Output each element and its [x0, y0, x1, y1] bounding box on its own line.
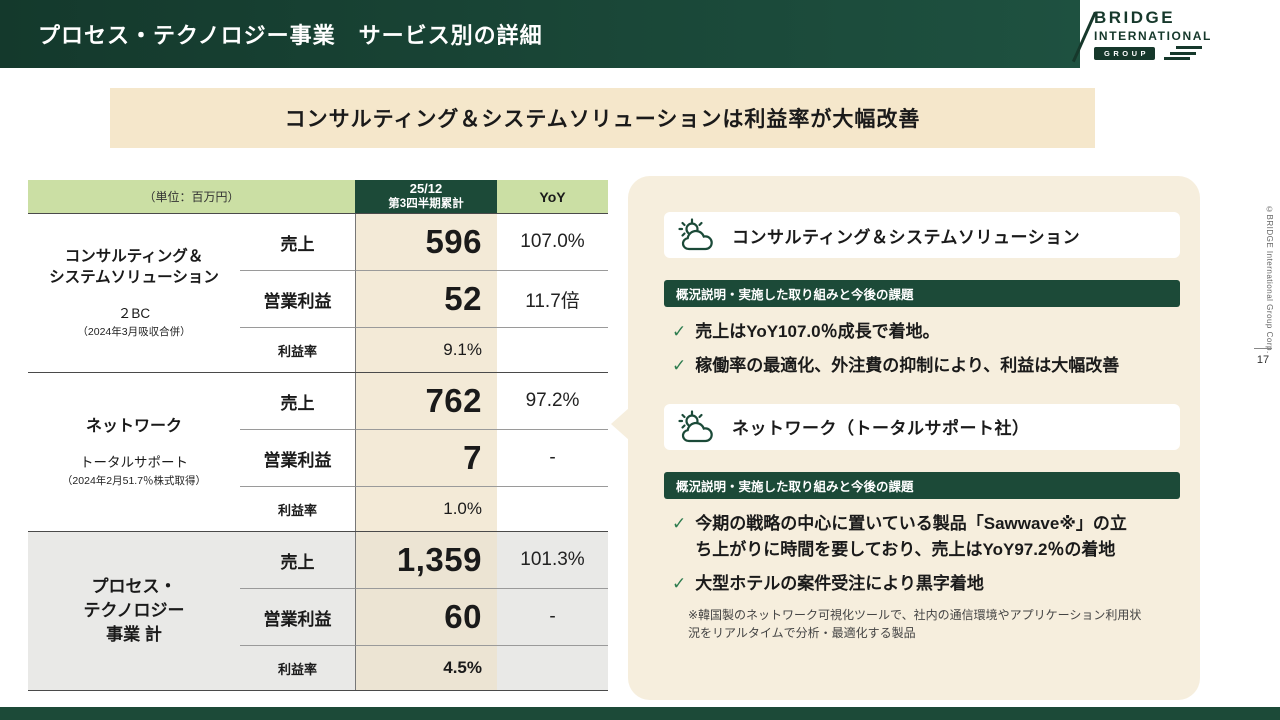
sun-cloud-icon	[678, 410, 713, 442]
logo-slash-icon	[1072, 11, 1097, 63]
section-title-text: コンサルティング＆システムソリューション	[732, 227, 1081, 247]
yoy-cell	[497, 328, 608, 372]
group-name-consulting: コンサルティング＆ システムソリューション ２BC （2024年3月吸収合併）	[28, 214, 240, 372]
section-title-consulting: コンサルティング＆システムソリューション	[664, 212, 1180, 258]
group-name-line: ネットワーク	[85, 418, 182, 436]
value-text: 52	[444, 280, 482, 317]
copyright-text: ©BRIDGE International Group Corp.	[1265, 205, 1274, 354]
value-text: 762	[425, 382, 482, 419]
value-cell: 1.0%	[355, 487, 497, 531]
table-header-row: （単位：百万円） 25/12 第3四半期累計 YoY	[28, 180, 608, 214]
page-number: 17	[1254, 348, 1272, 366]
bottom-bar	[0, 707, 1280, 720]
section-strip: 概況説明・実施した取り組みと今後の課題	[664, 471, 1180, 499]
metric-label: 営業利益	[240, 430, 355, 487]
group-name-line: プロセス・	[91, 577, 177, 597]
check-icon: ✓	[672, 356, 687, 376]
value-text: 60	[444, 598, 482, 635]
headline-text: コンサルティング＆システムソリューションは利益率が大幅改善	[284, 108, 921, 131]
value-text: 596	[425, 223, 482, 260]
value-text: 4.5%	[443, 658, 482, 677]
yoy-cell	[497, 487, 608, 531]
bullet-item: ✓ 稼働率の最適化、外注費の抑制により、利益は大幅改善	[672, 353, 1142, 379]
metric-label: 営業利益	[240, 589, 355, 646]
yoy-cell: -	[497, 430, 608, 487]
yoy-cell: -	[497, 589, 608, 646]
check-icon: ✓	[672, 322, 687, 341]
value-cell: 4.5%	[355, 646, 497, 690]
group-subname: トータルサポート	[80, 454, 188, 470]
yoy-cell	[497, 646, 608, 690]
metric-label: 利益率	[277, 343, 317, 359]
value-cell: 52	[355, 271, 497, 328]
yoy-cell: 11.7倍	[497, 271, 608, 328]
bullet-item: ✓ 今期の戦略の中心に置いている製品「Sawwave※」の立ち上がりに時間を要し…	[672, 511, 1142, 564]
period-line1: 25/12	[409, 181, 443, 197]
group-note: （2024年2月51.7％株式取得）	[61, 474, 207, 487]
table-group-total: プロセス・ テクノロジー 事業 計 売上 1,359 101.3% 営業利益 6…	[28, 532, 608, 691]
financial-table: （単位：百万円） 25/12 第3四半期累計 YoY コンサルティング＆ システ…	[28, 180, 608, 691]
section-title-text: ネットワーク（トータルサポート社）	[732, 419, 1030, 439]
footnote-text: ※韓国製のネットワーク可視化ツールで、社内の通信環境やアプリケーション利用状況を…	[688, 607, 1142, 640]
headline-banner: コンサルティング＆システムソリューションは利益率が大幅改善	[110, 88, 1095, 148]
metric-label: 売上	[240, 373, 355, 430]
yoy-cell: 107.0%	[497, 214, 608, 271]
group-name-line: 事業 計	[106, 624, 162, 644]
bullet-text: 売上はYoY107.0％成長で着地。	[695, 322, 940, 341]
value-cell: 1,359	[355, 532, 497, 589]
metric-label: 利益率	[277, 502, 317, 518]
section-strip: 概況説明・実施した取り組みと今後の課題	[664, 280, 1180, 307]
value-text: 1,359	[396, 541, 482, 578]
yoy-cell: 97.2%	[497, 373, 608, 430]
bullet-text: 大型ホテルの案件受注により黒字着地	[695, 574, 984, 594]
logo-text: BRIDGE INTERNATIONAL GROUP	[1094, 8, 1212, 60]
value-text: 9.1%	[443, 340, 482, 359]
table-group-consulting: コンサルティング＆ システムソリューション ２BC （2024年3月吸収合併） …	[28, 214, 608, 373]
bullet-item: ✓ 売上はYoY107.0％成長で着地。	[672, 319, 1142, 345]
sun-cloud-icon	[678, 218, 713, 251]
period-header: 25/12 第3四半期累計	[355, 180, 497, 213]
metric-label: 売上	[240, 214, 355, 271]
value-cell: 762	[355, 373, 497, 430]
logo-dashes-icon	[1164, 46, 1203, 60]
commentary-panel: コンサルティング＆システムソリューション 概況説明・実施した取り組みと今後の課題…	[611, 176, 1200, 700]
group-note: （2024年3月吸収合併）	[77, 325, 191, 338]
yoy-cell: 101.3%	[497, 532, 608, 589]
value-cell: 60	[355, 589, 497, 646]
metric-label: 売上	[240, 532, 355, 589]
bullet-text: 今期の戦略の中心に置いている製品「Sawwave※」の立ち上がりに時間を要してお…	[695, 513, 1127, 560]
check-icon: ✓	[672, 513, 687, 533]
group-subname: ２BC	[117, 305, 151, 321]
table-group-network: ネットワーク トータルサポート （2024年2月51.7％株式取得） 売上 76…	[28, 373, 608, 532]
brand-logo: BRIDGE INTERNATIONAL GROUP	[1072, 7, 1264, 63]
bullet-text: 稼働率の最適化、外注費の抑制により、利益は大幅改善	[695, 356, 1120, 376]
group-name-line: テクノロジー	[83, 601, 185, 621]
unit-label: （単位：百万円）	[28, 180, 355, 213]
value-cell: 596	[355, 214, 497, 271]
group-name-line: システムソリューション	[49, 269, 219, 286]
yoy-header: YoY	[497, 180, 608, 213]
value-cell: 7	[355, 430, 497, 487]
value-text: 7	[463, 439, 482, 476]
group-name-network: ネットワーク トータルサポート （2024年2月51.7％株式取得）	[28, 373, 240, 531]
check-icon: ✓	[672, 574, 687, 594]
logo-group-pill: GROUP	[1094, 46, 1156, 60]
metric-label: 利益率	[240, 646, 355, 690]
metric-label: 営業利益	[240, 271, 355, 328]
page-title: プロセス・テクノロジー事業 サービス別の詳細	[38, 23, 543, 48]
value-cell: 9.1%	[355, 328, 497, 372]
value-text: 1.0%	[443, 499, 482, 518]
title-bar: プロセス・テクノロジー事業 サービス別の詳細	[0, 0, 1080, 68]
section-title-network: ネットワーク（トータルサポート社）	[664, 403, 1180, 450]
group-name-line: コンサルティング＆	[64, 248, 204, 266]
bullet-item: ✓ 大型ホテルの案件受注により黒字着地	[672, 571, 1142, 597]
logo-international: INTERNATIONAL	[1094, 29, 1212, 43]
logo-brand: BRIDGE	[1094, 8, 1176, 27]
group-name-total: プロセス・ テクノロジー 事業 計	[28, 532, 240, 690]
panel-notch	[611, 408, 629, 440]
period-line2: 第3四半期累計	[388, 198, 464, 211]
